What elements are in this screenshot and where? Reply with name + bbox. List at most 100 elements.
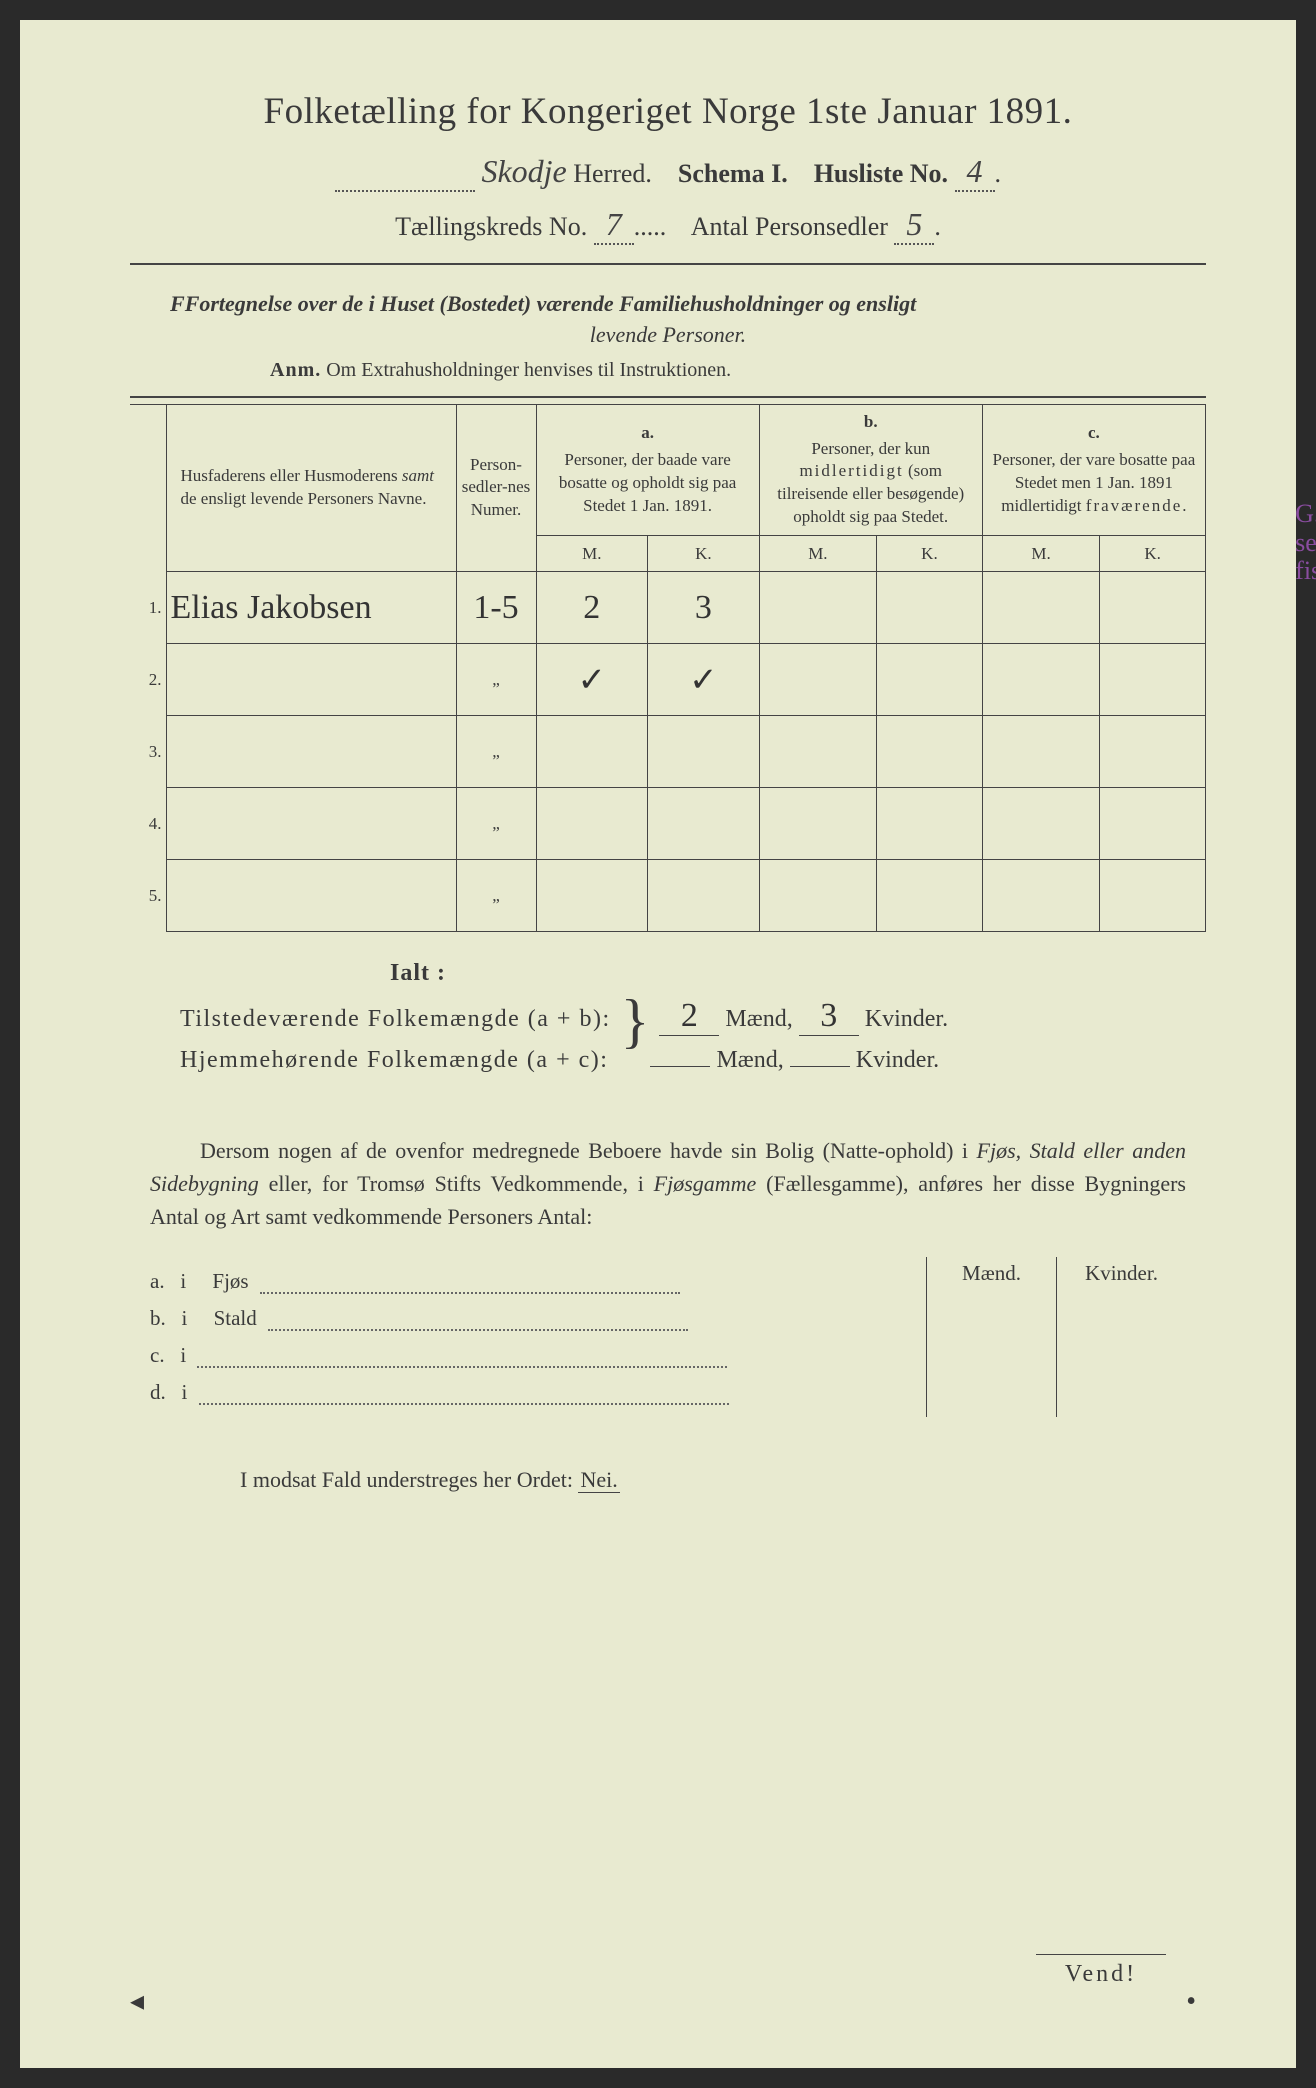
row-letter: b. [150,1306,166,1330]
lower-left: a. i Fjøs b. i Stald c. i d. i [150,1257,926,1417]
row-letter: a. [150,1269,165,1293]
header-line-2: Tællingskreds No. 7..... Antal Personsed… [130,206,1206,245]
row-bM [759,716,876,788]
a-m: M. [536,536,648,572]
antal-label: Antal Personsedler [691,212,888,241]
margin-annotation: G. br selveier fisker [1295,500,1316,586]
row-bK [877,572,983,644]
col-a-letter: a. [541,422,755,445]
row-aK [648,788,760,860]
row-name [166,716,456,788]
row-num: 2. [130,644,166,716]
row-numer: „ [456,788,536,860]
row-aM [536,860,648,932]
row-aM: 2 [536,572,648,644]
margin-note-1: G. br [1295,500,1316,529]
row-bK [877,644,983,716]
row-i: i [182,1306,188,1330]
row-cK [1100,644,1206,716]
col-a: a. Personer, der baade vare bosatte og o… [536,404,759,536]
divider-1 [130,263,1206,265]
header-line-1: Skodje Herred. Schema I. Husliste No. 4. [130,153,1206,192]
lower-row-d: d. i [150,1380,926,1405]
anm-line: Anm. Om Extrahusholdninger henvises til … [270,359,1206,382]
row-num: 3. [130,716,166,788]
corner-mark: ◂ [130,1984,144,2018]
row-aM [536,788,648,860]
row-i: i [182,1380,188,1404]
row-label: Stald [214,1306,257,1330]
row-cM [982,860,1099,932]
subtitle: FFortegnelse over de i Huset (Bostedet) … [170,289,1166,351]
dots [268,1325,688,1331]
row-cK [1100,788,1206,860]
table-row: 4. „ [130,788,1206,860]
lower-row-a: a. i Fjøs [150,1269,926,1294]
c-k: K. [1100,536,1206,572]
kvinder-label-2: Kvinder. [856,1047,939,1073]
row-aK [648,860,760,932]
totals-1-label: Tilstedeværende Folkemængde (a + b): [180,1006,611,1032]
lower-section: a. i Fjøs b. i Stald c. i d. i [150,1257,1186,1417]
a-k: K. [648,536,760,572]
dots [199,1399,729,1405]
table-row: 2. „ ✓ ✓ [130,644,1206,716]
row-numer: „ [456,860,536,932]
row-bM [759,644,876,716]
schema-label: Schema I. [678,159,788,188]
row-aK [648,716,760,788]
dots [197,1362,727,1368]
corner-mark: • [1186,1986,1196,2018]
b-m: M. [759,536,876,572]
lower-maend: Mænd. [927,1257,1057,1417]
row-i: i [180,1269,186,1293]
maend-label-2: Mænd, [716,1047,783,1073]
totals-line-1: Tilstedeværende Folkemængde (a + b): } 2… [180,997,1206,1038]
row-name: Elias Jakobsen [166,572,456,644]
lower-right: Mænd. Kvinder. [926,1257,1186,1417]
vend-label: Vend! [1036,1954,1166,1988]
col-a-text: Personer, der baade vare bosatte og opho… [559,450,737,515]
building-paragraph: Dersom nogen af de ovenfor medregnede Be… [150,1134,1186,1233]
kvinder-label: Kvinder. [865,1006,948,1032]
totals-line-2: Hjemmehørende Folkemængde (a + c): Mænd,… [180,1047,1206,1074]
row-numer: 1-5 [456,572,536,644]
lower-kvinder: Kvinder. [1057,1257,1186,1417]
row-letter: d. [150,1380,166,1404]
row-num: 1. [130,572,166,644]
row-bK [877,788,983,860]
row-bK [877,716,983,788]
row-aK: 3 [648,572,760,644]
row-i: i [180,1343,186,1367]
page-title: Folketælling for Kongeriget Norge 1ste J… [130,90,1206,133]
kreds-value: 7 [594,206,634,245]
row-aK: ✓ [648,644,760,716]
maend-label: Mænd, [725,1006,792,1032]
census-table: Husfaderens eller Husmoderens samt de en… [130,404,1206,933]
husliste-label: Husliste No. [814,159,948,188]
margin-note-3: fisker [1295,557,1316,586]
row-aM: ✓ [536,644,648,716]
row-name [166,644,456,716]
table-row: 5. „ [130,860,1206,932]
row-cK [1100,572,1206,644]
row-bM [759,788,876,860]
row-name [166,860,456,932]
lower-row-b: b. i Stald [150,1306,926,1331]
row-cM [982,572,1099,644]
row-numer: „ [456,644,536,716]
census-form-page: Folketælling for Kongeriget Norge 1ste J… [20,20,1296,2068]
col-c: c. Personer, der vare bosatte paa Stedet… [982,404,1205,536]
col-numer: Person-sedler-nes Numer. [456,404,536,572]
totals-2-maend [650,1066,710,1067]
subtitle-line1: FFortegnelse over de i Huset (Bostedet) … [170,291,916,316]
row-bM [759,572,876,644]
col-b: b. Personer, der kun midlertidigt (som t… [759,404,982,536]
c-m: M. [982,536,1099,572]
b-k: K. [877,536,983,572]
row-aM [536,716,648,788]
table-row: 1. Elias Jakobsen 1-5 2 3 [130,572,1206,644]
col-b-letter: b. [764,411,978,434]
row-cK [1100,716,1206,788]
totals-1-kvinder: 3 [799,997,859,1036]
